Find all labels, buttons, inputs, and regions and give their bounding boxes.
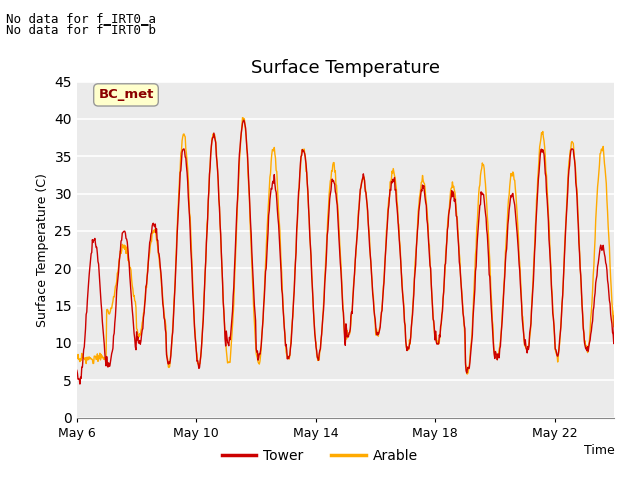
Tower xyxy=(76,381,84,387)
Arable xyxy=(378,303,386,309)
Text: BC_met: BC_met xyxy=(99,88,154,101)
Legend: Tower, Arable: Tower, Arable xyxy=(216,443,424,468)
Title: Surface Temperature: Surface Temperature xyxy=(251,59,440,77)
Text: Time: Time xyxy=(584,444,614,457)
Tower xyxy=(200,301,208,307)
Tower xyxy=(240,117,248,123)
Text: No data for f_IRT0_a: No data for f_IRT0_a xyxy=(6,12,156,25)
Arable xyxy=(611,308,618,314)
Tower xyxy=(611,313,618,319)
Arable xyxy=(73,354,81,360)
Arable xyxy=(463,371,471,377)
Arable xyxy=(239,115,246,120)
Arable xyxy=(200,315,207,321)
Arable xyxy=(269,147,277,153)
Line: Arable: Arable xyxy=(77,118,614,374)
Tower xyxy=(379,296,387,301)
Tower xyxy=(508,192,516,197)
Line: Tower: Tower xyxy=(77,120,614,384)
Arable xyxy=(508,173,516,179)
Tower xyxy=(270,180,278,186)
Y-axis label: Surface Temperature (C): Surface Temperature (C) xyxy=(36,173,49,326)
Tower xyxy=(298,147,306,153)
Text: No data for f̅IRT0̅b: No data for f̅IRT0̅b xyxy=(6,24,156,37)
Tower xyxy=(93,244,100,250)
Arable xyxy=(298,149,305,155)
Arable xyxy=(92,357,100,362)
Tower xyxy=(73,368,81,373)
